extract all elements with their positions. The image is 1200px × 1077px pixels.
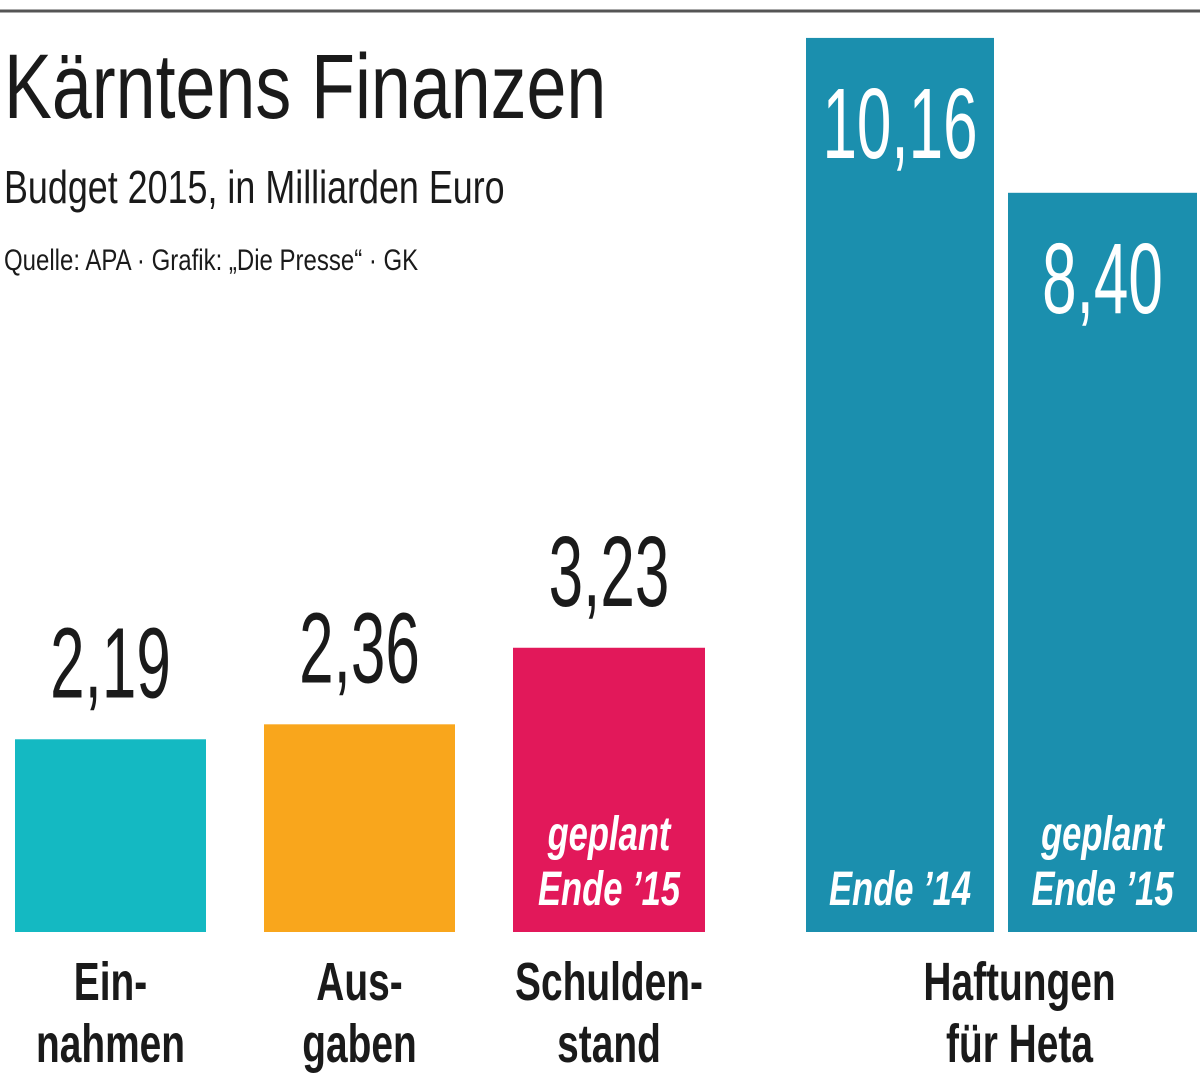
value-label: 2,36 (299, 592, 420, 704)
bar (1008, 192, 1197, 933)
bar-note: Ende ’14 (829, 861, 971, 915)
chart-source: Quelle: APA · Grafik: „Die Presse“ · GK (4, 242, 418, 276)
bar (513, 647, 705, 932)
bar (264, 724, 455, 932)
x-tick-label: gaben (302, 1013, 416, 1074)
bar-note: Ende ’15 (538, 861, 681, 915)
value-label: 2,19 (50, 607, 171, 719)
chart-title: Kärntens Finanzen (4, 35, 606, 138)
bar-note: Ende ’15 (1031, 861, 1174, 915)
chart-subtitle: Budget 2015, in Milliarden Euro (4, 162, 505, 213)
value-label: 3,23 (549, 516, 670, 628)
x-tick-label: nahmen (36, 1013, 185, 1074)
x-tick-label: Ein- (74, 951, 147, 1012)
bar-note: geplant (547, 806, 672, 860)
x-tick-label: Schulden- (515, 951, 703, 1012)
value-label: 10,16 (822, 68, 977, 180)
x-tick-label: stand (557, 1013, 661, 1074)
x-tick-label: Aus- (316, 951, 402, 1012)
bar (15, 739, 206, 932)
x-tick-label: für Heta (946, 1013, 1094, 1074)
bar-note: geplant (1040, 806, 1165, 860)
bar (806, 37, 994, 933)
x-tick-label: Haftungen (923, 951, 1115, 1012)
value-label: 8,40 (1042, 223, 1163, 335)
